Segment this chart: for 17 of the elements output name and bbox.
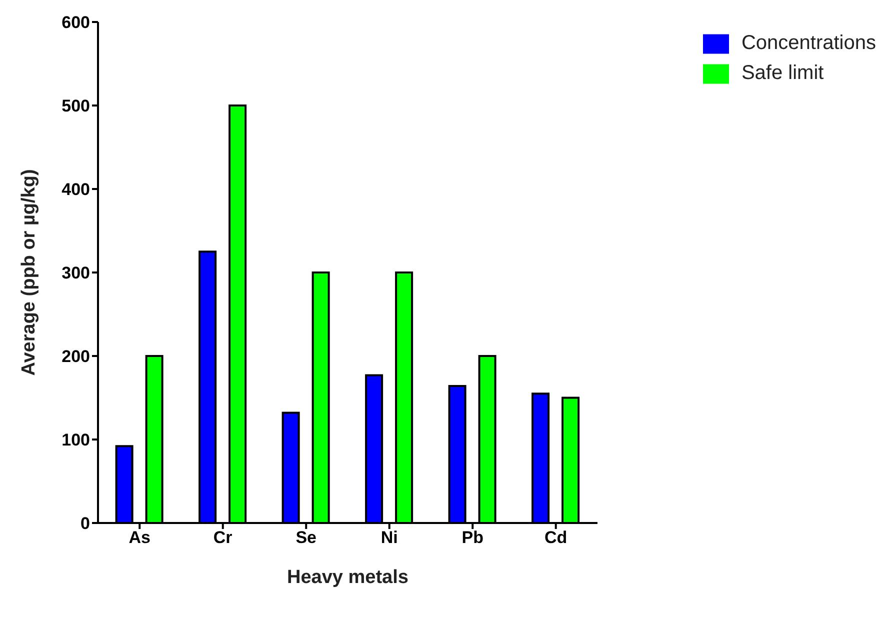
y-tick-label: 100 <box>62 430 90 450</box>
y-tick-label: 500 <box>62 96 90 116</box>
y-tick-label: 200 <box>62 347 90 366</box>
legend-label: Concentrations <box>741 32 876 54</box>
x-axis-title: Heavy metals <box>287 567 408 588</box>
x-tick-label: Pb <box>462 528 484 548</box>
y-tick-label: 300 <box>62 264 90 283</box>
x-tick-label: Cr <box>213 528 233 548</box>
y-axis-title: Average (ppb or µg/kg) <box>18 169 40 376</box>
legend-label: Safe limit <box>741 62 824 84</box>
x-tick-label: Cd <box>544 528 568 548</box>
x-tick-label: Se <box>296 528 317 548</box>
y-tick-label: 0 <box>80 514 90 534</box>
x-tick-label: As <box>128 528 150 548</box>
x-tick-label: Ni <box>380 528 398 548</box>
y-tick-label: 400 <box>62 180 90 200</box>
y-tick-label: 600 <box>62 13 90 32</box>
